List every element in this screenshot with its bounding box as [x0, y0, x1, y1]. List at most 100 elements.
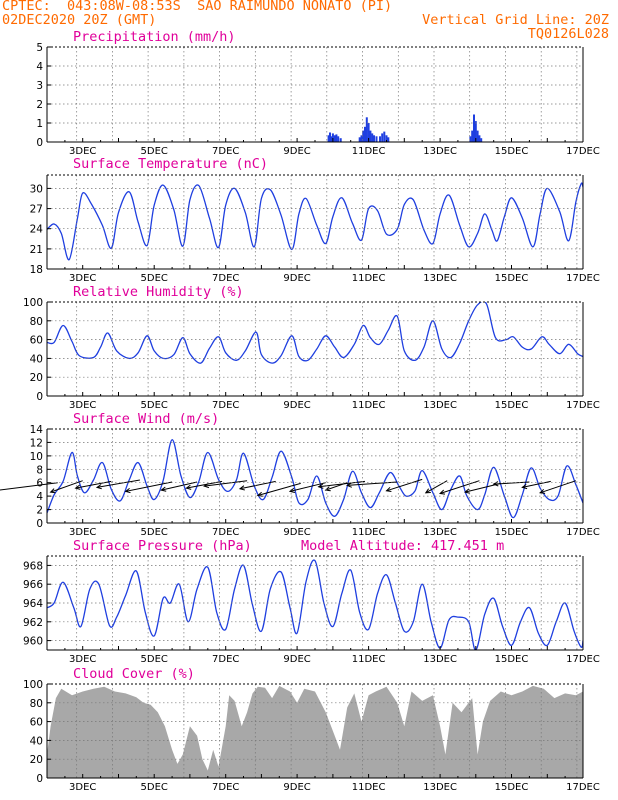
y-tick-label: 5: [36, 42, 43, 54]
panel-4: 3DEC 5DEC 7DEC 9DEC 11DEC 13DEC 15DEC 17DEC 02 46…: [0, 411, 600, 538]
wind-arrow: [439, 480, 480, 494]
wind-arrow-head: [238, 485, 245, 491]
precip-bar: [360, 135, 363, 142]
precip-bar: [379, 136, 381, 142]
wind-arrow: [347, 481, 398, 486]
x-tick-label: 13DEC: [423, 527, 457, 538]
wind-arrow-head: [203, 482, 210, 489]
wind-arrow-head: [539, 488, 546, 494]
precip-bar: [365, 117, 368, 142]
panel-1: 3DEC 5DEC 7DEC 9DEC 11DEC 13DEC 15DEC 17DEC 0 1 2 3…: [36, 29, 600, 157]
panel-2: 3DEC 5DEC 7DEC 9DEC 11DEC 13DEC 15DEC 17DEC 18 21…: [30, 156, 600, 284]
series-line: [47, 182, 583, 261]
x-tick-label: 7DEC: [212, 273, 239, 284]
precip-bar: [364, 126, 366, 142]
panel-6: 3DEC 5DEC 7DEC 9DEC 11DEC 13DEC 15DEC 17DEC 0 20 4…: [23, 666, 600, 793]
x-tick-label: 15DEC: [495, 273, 529, 284]
y-tick-label: 0: [36, 773, 43, 785]
precip-bar: [473, 114, 475, 142]
x-tick-label: 3DEC: [69, 527, 96, 538]
panel-title: Cloud Cover (%): [73, 666, 195, 682]
panel-title: Relative Humidity (%): [73, 284, 244, 300]
y-tick-label: 0: [36, 518, 43, 530]
y-tick-label: 18: [30, 264, 43, 276]
precip-bar: [329, 132, 331, 142]
y-tick-label: 968: [23, 560, 43, 572]
x-tick-label: 13DEC: [423, 782, 457, 793]
x-tick-label: 5DEC: [141, 146, 168, 157]
x-tick-label: 15DEC: [495, 527, 529, 538]
y-tick-label: 964: [23, 598, 43, 610]
x-tick-label: 13DEC: [423, 400, 457, 411]
panel-title: Surface Pressure (hPa): [73, 538, 252, 554]
x-tick-label: 7DEC: [212, 400, 239, 411]
x-tick-label: 17DEC: [566, 527, 600, 538]
wind-arrow: [125, 481, 173, 492]
y-tick-label: 24: [30, 224, 44, 236]
wind-arrow: [522, 480, 551, 488]
x-tick-label: 7DEC: [212, 146, 239, 157]
panel-title: Surface Temperature (nC): [73, 156, 268, 172]
panel-title: Precipitation (mm/h): [73, 29, 236, 45]
y-tick-label: 21: [30, 244, 43, 256]
y-tick-label: 100: [23, 297, 43, 309]
x-tick-label: 13DEC: [423, 146, 457, 157]
x-tick-label: 15DEC: [495, 400, 529, 411]
x-tick-label: 5DEC: [141, 654, 168, 665]
x-tick-label: 3DEC: [69, 654, 96, 665]
x-tick-label: 11DEC: [352, 146, 386, 157]
wind-arrow-head: [288, 487, 296, 493]
x-tick-label: 15DEC: [495, 146, 529, 157]
x-tick-label: 17DEC: [566, 782, 600, 793]
precip-bar: [381, 133, 384, 142]
panel-title: Surface Wind (m/s): [73, 411, 219, 427]
y-tick-label: 10: [30, 451, 43, 463]
series-line: [47, 439, 583, 519]
wind-arrow-head: [324, 486, 331, 492]
y-tick-label: 1: [36, 118, 43, 130]
wind-arrow-head: [317, 483, 324, 489]
y-tick-label: 2: [36, 99, 43, 111]
x-tick-label: 15DEC: [495, 782, 529, 793]
wind-arrow: [75, 480, 112, 489]
wind-arrow: [289, 482, 326, 492]
wind-arrow: [50, 480, 83, 493]
x-tick-label: 9DEC: [283, 400, 310, 411]
precip-bar: [478, 135, 481, 142]
precip-bar: [331, 133, 334, 142]
x-tick-label: 17DEC: [566, 400, 600, 411]
x-tick-label: 17DEC: [566, 146, 600, 157]
wind-arrow-head: [521, 484, 528, 490]
wind-arrow: [161, 481, 198, 491]
y-tick-label: 40: [30, 353, 43, 365]
x-tick-label: 5DEC: [141, 400, 168, 411]
y-tick-label: 60: [30, 717, 43, 729]
wind-arrow-head: [385, 486, 392, 492]
precip-bar: [476, 130, 479, 142]
y-tick-label: 4: [36, 491, 43, 503]
x-tick-label: 15DEC: [495, 654, 529, 665]
precip-bar: [474, 121, 477, 142]
precip-bar: [375, 136, 378, 142]
y-tick-label: 80: [30, 698, 43, 710]
y-tick-label: 6: [36, 478, 43, 490]
wind-arrow: [204, 480, 248, 487]
wind-arrow-head: [256, 491, 263, 497]
y-tick-label: 4: [36, 61, 43, 73]
precip-bar: [330, 136, 333, 142]
x-tick-label: 7DEC: [212, 654, 239, 665]
y-tick-label: 8: [36, 464, 43, 476]
y-tick-label: 20: [30, 754, 43, 766]
y-tick-label: 966: [23, 579, 43, 591]
x-tick-label: 17DEC: [566, 654, 600, 665]
x-tick-label: 13DEC: [423, 654, 457, 665]
precip-bar: [358, 137, 361, 143]
x-tick-label: 11DEC: [352, 654, 386, 665]
y-tick-label: 40: [30, 735, 43, 747]
x-tick-label: 9DEC: [283, 654, 310, 665]
x-tick-label: 5DEC: [141, 782, 168, 793]
wind-arrow-head: [74, 484, 81, 490]
x-tick-label: 9DEC: [283, 782, 310, 793]
wind-arrow-head: [346, 482, 352, 488]
x-tick-label: 11DEC: [352, 527, 386, 538]
